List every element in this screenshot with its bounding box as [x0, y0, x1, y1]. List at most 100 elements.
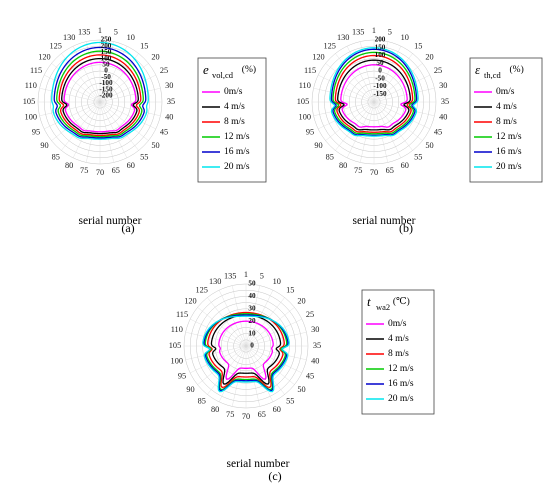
angular-tick-label: 50: [151, 141, 159, 150]
legend-entry: 12 m/s: [388, 364, 414, 374]
radial-tick-label: -50: [101, 73, 111, 81]
angular-tick-label: 40: [165, 113, 173, 122]
series-line-20m/s: [51, 41, 149, 140]
legend-unit: (%): [242, 64, 256, 75]
grid-spoke: [373, 88, 435, 103]
grid-spoke: [190, 318, 247, 347]
grid-spoke: [313, 88, 375, 103]
axis-label: serial number: [79, 215, 142, 227]
series-line-12m/s: [56, 50, 144, 138]
grid-spoke: [325, 101, 375, 141]
angular-tick-label: 85: [52, 152, 60, 161]
legend-entry: 16 m/s: [224, 147, 250, 157]
angular-tick-label: 30: [311, 325, 319, 334]
grid-spoke: [245, 345, 302, 374]
legend-entry: 20 m/s: [388, 394, 414, 404]
legend-c: t wa2 (℃) 0m/s 4 m/s 8 m/s 12 m/s 16 m/s 20 m/s: [361, 289, 435, 415]
angular-tick-label: 130: [209, 277, 221, 286]
legend-title: t: [367, 294, 371, 309]
grid-spoke: [99, 101, 149, 141]
grid-spoke: [245, 345, 307, 360]
legend-entry: 4 m/s: [388, 334, 409, 344]
radial-tick-label: -200: [99, 91, 113, 99]
angular-tick-label: 5: [260, 272, 264, 281]
angular-tick-label: 25: [434, 66, 442, 75]
angular-tick-label: 85: [326, 152, 334, 161]
grid-spoke: [99, 41, 114, 103]
legend-subscript: th,cd: [484, 70, 502, 80]
radial-tick-label: -50: [375, 74, 385, 82]
grid-spoke: [245, 332, 307, 347]
angular-tick-label: 1: [244, 270, 248, 279]
series-line-8m/s: [207, 311, 285, 388]
radial-tick-label: -150: [373, 90, 387, 98]
radial-tick-label: 0: [104, 67, 108, 75]
grid-spoke: [373, 101, 413, 151]
grid-spoke: [86, 101, 101, 163]
angular-tick-label: 75: [80, 166, 88, 175]
grid-spoke: [197, 345, 247, 385]
radial-tick-label: 50: [248, 280, 256, 288]
polar-chart-a: 1 510152025303540455055606570758085909510…: [23, 26, 267, 235]
grid-spoke: [373, 63, 423, 103]
angular-tick-label: 55: [140, 152, 148, 161]
angular-tick-label: 45: [306, 372, 314, 381]
grid-spoke: [99, 74, 156, 103]
angular-tick-label: 35: [313, 341, 321, 350]
angular-tick-label: 10: [401, 33, 409, 42]
legend-entry: 8 m/s: [388, 349, 409, 359]
grid-spoke: [245, 297, 285, 347]
series-line-16m/s: [330, 48, 418, 136]
angular-tick-label: 115: [30, 66, 42, 75]
angular-tick-label: 55: [414, 152, 422, 161]
grid-spoke: [207, 297, 247, 347]
grid-spoke: [313, 101, 375, 116]
grid-spoke: [185, 345, 247, 360]
angular-tick-label: 70: [370, 168, 378, 177]
angular-tick-label: 60: [273, 405, 281, 414]
angular-tick-label: 20: [297, 297, 305, 306]
angular-tick-label: 70: [96, 168, 104, 177]
radial-tick-label: 200: [101, 42, 112, 50]
angular-tick-label: 75: [354, 166, 362, 175]
angular-tick-label: 120: [184, 297, 196, 306]
radial-tick-label: 150: [101, 48, 112, 56]
grid-spoke: [61, 101, 101, 151]
angular-tick-label: 35: [167, 97, 175, 106]
grid-spoke: [373, 101, 423, 141]
legend-frame: [197, 57, 267, 183]
grid-spoke: [197, 307, 247, 347]
legend-unit: (%): [510, 64, 524, 75]
angular-tick-label: 65: [258, 410, 266, 419]
series-line-16m/s: [53, 46, 147, 139]
angular-tick-label: 95: [306, 128, 314, 137]
grid-spoke: [99, 46, 128, 103]
grid-spoke: [373, 53, 413, 103]
radial-tick-label: 150: [375, 43, 386, 51]
legend-title: ε: [475, 62, 481, 77]
angular-tick-label: 20: [151, 53, 159, 62]
angular-tick-label: 80: [339, 161, 347, 170]
series-line-20m/s: [329, 47, 419, 137]
angular-tick-label: 45: [434, 128, 442, 137]
radial-tick-label: 100: [375, 51, 386, 59]
grid-spoke: [218, 290, 247, 347]
angular-tick-label: 100: [171, 357, 183, 366]
angular-tick-label: 25: [160, 66, 168, 75]
angular-tick-label: 90: [314, 141, 322, 150]
radial-tick-label: 100: [101, 54, 112, 62]
legend-entry: 0m/s: [496, 87, 515, 97]
angular-tick-label: 100: [299, 113, 311, 122]
angular-tick-label: 105: [297, 97, 309, 106]
grid-spoke: [245, 307, 295, 347]
radial-tick-label: 50: [102, 60, 110, 68]
legend-unit: (℃): [393, 296, 410, 307]
legend-frame: [361, 289, 435, 415]
angular-tick-label: 125: [324, 41, 336, 50]
grid-spoke: [39, 101, 101, 116]
legend-a: e vol,cd (%) 0m/s 4 m/s 8 m/s 12 m/s 16 m/s 20 m…: [197, 57, 267, 183]
legend-entry: 16 m/s: [496, 147, 522, 157]
angular-tick-label: 40: [439, 113, 447, 122]
angular-tick-label: 100: [25, 113, 37, 122]
